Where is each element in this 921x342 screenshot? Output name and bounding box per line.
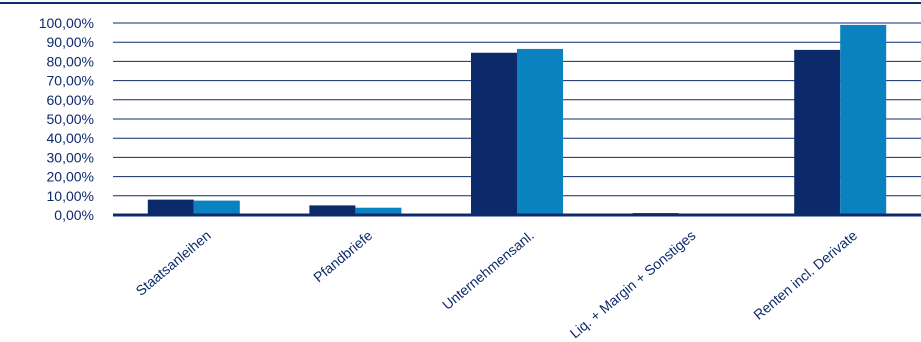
y-tick-label: 20,00% [47,169,94,185]
y-tick-label: 90,00% [47,34,94,50]
x-category-label: Pfandbriefe [310,227,375,285]
bar [193,200,240,215]
y-tick-label: 30,00% [47,149,94,165]
y-tick-label: 10,00% [47,188,94,204]
y-tick-label: 80,00% [47,53,94,69]
y-tick-label: 100,00% [39,15,94,31]
y-tick-label: 50,00% [47,111,94,127]
bar [840,24,887,216]
y-tick-label: 0,00% [54,207,94,223]
bar [309,205,356,215]
bar [794,49,841,215]
x-category-label: Staatsanleihen [132,227,213,299]
y-tick-label: 70,00% [47,73,94,89]
x-category-label: Renten incl. Derivate [750,227,860,323]
bar [355,207,402,215]
y-tick-label: 40,00% [47,130,94,146]
y-tick-label: 60,00% [47,92,94,108]
bar [147,199,194,215]
x-category-label: Liq. + Margin + Sonstiges [567,227,699,341]
x-category-label: Unternehmensanl. [439,227,537,313]
bar [517,48,563,215]
bar [471,52,517,216]
